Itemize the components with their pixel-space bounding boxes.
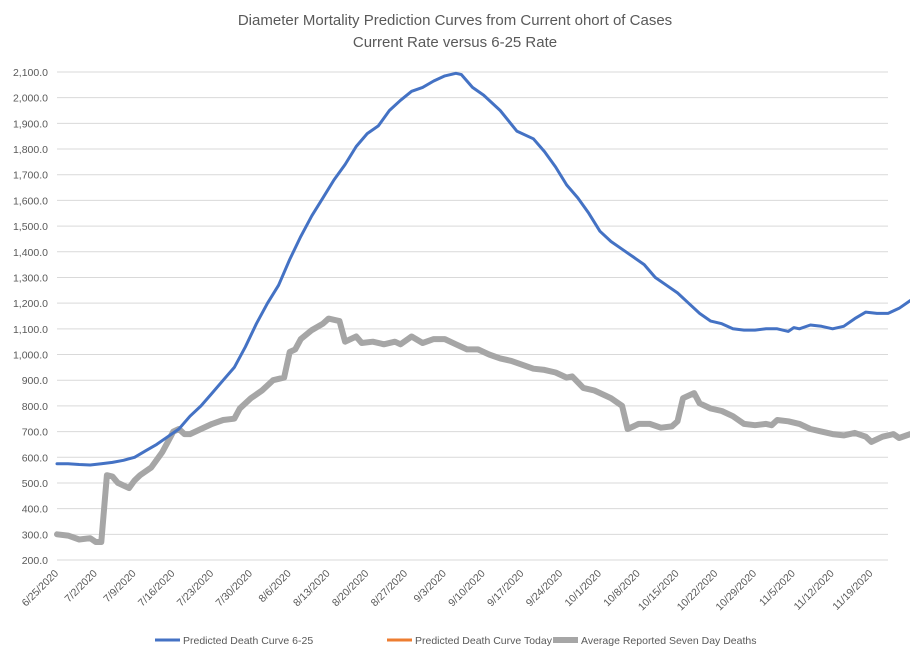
legend-label: Average Reported Seven Day Deaths (581, 635, 757, 647)
y-tick-label: 1,800.0 (13, 144, 48, 156)
x-tick-label: 6/25/2020 (20, 568, 62, 610)
y-tick-label: 1,200.0 (13, 298, 48, 310)
x-tick-label: 8/27/2020 (369, 568, 411, 610)
x-tick-label: 11/19/2020 (830, 568, 875, 613)
chart-title: Diameter Mortality Prediction Curves fro… (238, 12, 672, 29)
chart-subtitle: Current Rate versus 6-25 Rate (353, 34, 557, 51)
y-tick-label: 500.0 (22, 478, 48, 490)
x-tick-label: 11/5/2020 (757, 568, 798, 609)
y-tick-label: 1,900.0 (13, 118, 48, 130)
y-tick-label: 1,700.0 (13, 170, 48, 182)
y-tick-label: 1,000.0 (13, 350, 48, 362)
y-tick-label: 700.0 (22, 427, 48, 439)
y-tick-label: 1,300.0 (13, 272, 48, 284)
legend: Predicted Death Curve 6-25 Predicted Deat… (155, 635, 757, 647)
x-tick-label: 7/23/2020 (175, 568, 217, 610)
y-tick-label: 800.0 (22, 401, 48, 413)
x-tick-label: 9/24/2020 (524, 568, 566, 610)
series-line-average-reported-seven-day-deaths (54, 315, 910, 545)
legend-label: Predicted Death Curve 6-25 (183, 635, 313, 647)
y-tick-label: 2,000.0 (13, 93, 48, 105)
x-tick-label: 8/6/2020 (256, 568, 293, 605)
x-tick-label: 9/17/2020 (485, 568, 527, 610)
x-tick-label: 11/12/2020 (792, 568, 837, 613)
y-axis: 200.0 300.0 400.0 500.0 600.0 700.0 800.0 900.0… (13, 67, 48, 567)
x-tick-label: 8/20/2020 (330, 568, 372, 610)
x-tick-label: 9/10/2020 (446, 568, 488, 610)
x-tick-label: 7/30/2020 (214, 568, 256, 610)
y-tick-label: 1,500.0 (13, 221, 48, 233)
x-tick-label: 7/2/2020 (63, 568, 100, 605)
y-tick-label: 900.0 (22, 375, 48, 387)
y-tick-label: 1,100.0 (13, 324, 48, 336)
x-tick-label: 8/13/2020 (291, 568, 333, 610)
legend-label: Predicted Death Curve Today (415, 635, 553, 647)
x-tick-label: 10/1/2020 (563, 568, 605, 610)
x-tick-label: 10/22/2020 (675, 568, 721, 614)
gridlines (57, 71, 888, 561)
x-tick-label: 9/3/2020 (412, 568, 449, 605)
x-tick-label: 7/16/2020 (136, 568, 178, 610)
series-line-predicted-death-curve-6-25 (55, 71, 910, 467)
y-tick-label: 1,400.0 (13, 247, 48, 259)
x-tick-label: 10/29/2020 (714, 568, 760, 614)
y-tick-label: 2,100.0 (13, 67, 48, 79)
series-lines (54, 71, 910, 545)
x-axis: 6/25/2020 7/2/2020 7/9/20207/16/20207/23/2… (20, 568, 876, 614)
y-tick-label: 1,600.0 (13, 195, 48, 207)
y-tick-label: 400.0 (22, 504, 48, 516)
x-tick-label: 10/15/2020 (636, 568, 682, 614)
x-tick-label: 7/9/2020 (101, 568, 138, 605)
y-tick-label: 300.0 (22, 529, 48, 541)
y-tick-label: 200.0 (22, 555, 48, 567)
y-tick-label: 600.0 (22, 452, 48, 464)
